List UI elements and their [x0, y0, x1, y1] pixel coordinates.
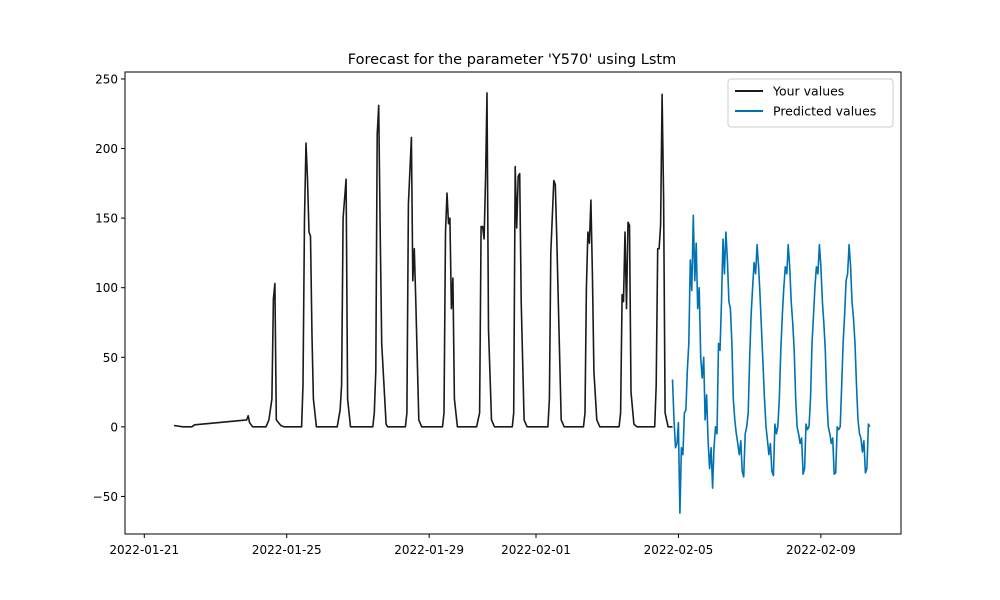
legend: Your values Predicted values	[727, 78, 894, 128]
series-line-your-values	[173, 92, 673, 428]
x-tick-label: 2022-02-09	[786, 543, 856, 557]
series-layer	[173, 92, 871, 514]
y-tick-label: 250	[95, 72, 118, 86]
series-line-predicted-values	[671, 214, 871, 514]
legend-label-your-values: Your values	[772, 84, 844, 99]
legend-label-predicted-values: Predicted values	[773, 104, 876, 119]
x-tick-label: 2022-01-25	[252, 543, 322, 557]
y-tick-label: 0	[110, 420, 118, 434]
axes-frame	[124, 71, 902, 535]
y-tick-label: 150	[95, 212, 118, 226]
chart-title: Forecast for the parameter 'Y570' using …	[348, 52, 676, 68]
ticks-layer: −50 0 50 100 150 200 250 2022-01-21 2022-01-25 20…	[93, 72, 856, 557]
y-tick-label: 100	[95, 281, 118, 295]
legend-box	[727, 78, 894, 128]
x-tick-label: 2022-02-01	[501, 543, 571, 557]
x-tick-label: 2022-01-21	[109, 543, 179, 557]
x-tick-label: 2022-02-05	[644, 543, 714, 557]
y-tick-label: 50	[103, 351, 118, 365]
y-tick-label: 200	[95, 142, 118, 156]
x-tick-label: 2022-01-29	[394, 543, 464, 557]
y-tick-label: −50	[93, 490, 118, 504]
